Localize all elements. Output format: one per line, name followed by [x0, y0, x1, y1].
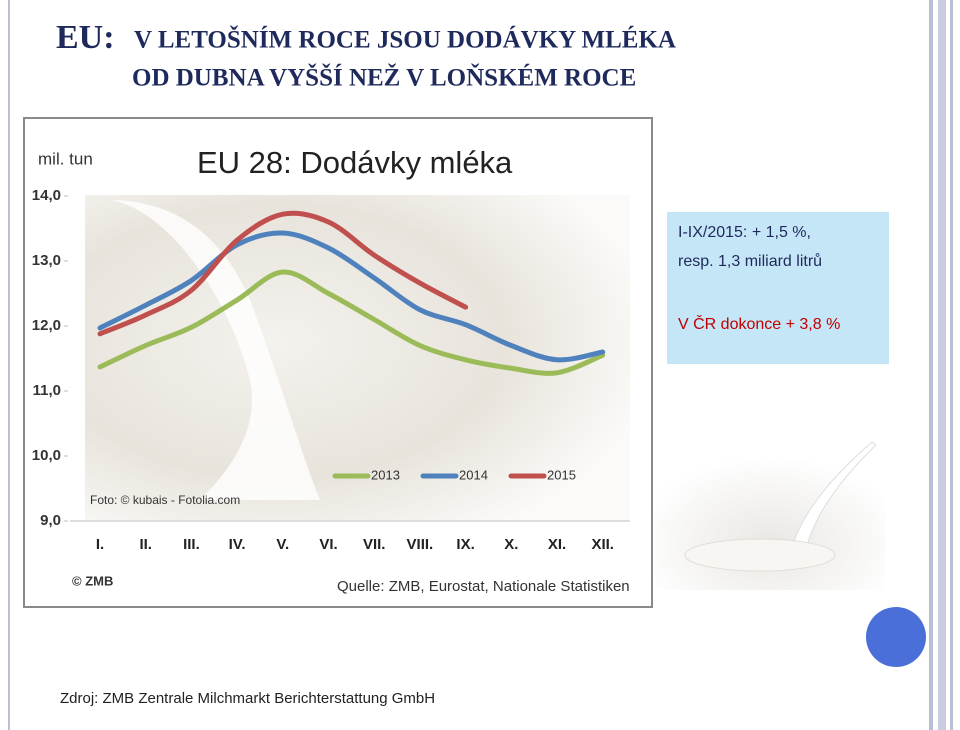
- legend-label: 2015: [547, 467, 576, 482]
- plot: 9,0 10,0 11,0 12,0 13,0 14,0 I. II. III. IV. V. VI.…: [32, 187, 630, 553]
- series-line: [97, 269, 606, 376]
- x-tick-label: V.: [276, 536, 289, 553]
- y-tick-label: 14,0: [32, 187, 61, 204]
- x-tick-label: XII.: [591, 536, 614, 553]
- x-tick-label: XI.: [548, 536, 566, 553]
- legend-label: 2014: [459, 467, 488, 482]
- milk-splash: [684, 538, 836, 572]
- legend-label: 2013: [371, 467, 400, 482]
- title-lead: EU:: [56, 19, 115, 56]
- series-line: [97, 210, 469, 337]
- stripe: [938, 0, 946, 730]
- y-tick-label: 13,0: [32, 252, 61, 269]
- y-tick-label: 9,0: [40, 512, 61, 529]
- info-text: resp. 1,3 miliard litrů: [678, 252, 822, 270]
- source: Zdroj: ZMB Zentrale Milchmarkt Berichter…: [60, 690, 435, 707]
- x-tick-label: VI.: [319, 536, 337, 553]
- left-border: [8, 0, 10, 730]
- title: OD DUBNA VYŠŠÍ NEŽ V LOŇSKÉM ROCE: [132, 64, 636, 92]
- x-tick-label: II.: [139, 536, 152, 553]
- y-tick-label: 10,0: [32, 447, 61, 464]
- copyright: © ZMB: [72, 573, 113, 588]
- decor-circle: [866, 607, 926, 667]
- stripe: [929, 0, 933, 730]
- x-tick-label: VII.: [363, 536, 386, 553]
- y-tick-label: 11,0: [33, 382, 61, 399]
- info-text: I-IX/2015: + 1,5 %,: [678, 224, 811, 241]
- x-tick-label: VIII.: [407, 536, 434, 553]
- x-tick-label: I.: [96, 536, 104, 553]
- x-tick-label: IV.: [229, 536, 246, 553]
- x-tick-label: IX.: [456, 536, 474, 553]
- y-tick-label: 12,0: [32, 317, 61, 334]
- info-text: V ČR dokonce + 3,8 %: [678, 314, 840, 333]
- series-line: [97, 230, 606, 363]
- milk-stream: [110, 200, 320, 500]
- x-tick-label: X.: [504, 536, 518, 553]
- title: V LETOŠNÍM ROCE JSOU DODÁVKY MLÉKA: [134, 26, 676, 54]
- x-tick-label: III.: [183, 536, 200, 553]
- unit-label: mil. tun: [38, 149, 93, 168]
- note: Quelle: ZMB, Eurostat, Nationale Statist…: [337, 578, 630, 595]
- photo-credit: Foto: © kubais - Fotolia.com: [90, 493, 240, 507]
- stripe: [950, 0, 953, 730]
- chart-title: EU 28: Dodávky mléka: [197, 145, 513, 180]
- info-box: [667, 212, 889, 364]
